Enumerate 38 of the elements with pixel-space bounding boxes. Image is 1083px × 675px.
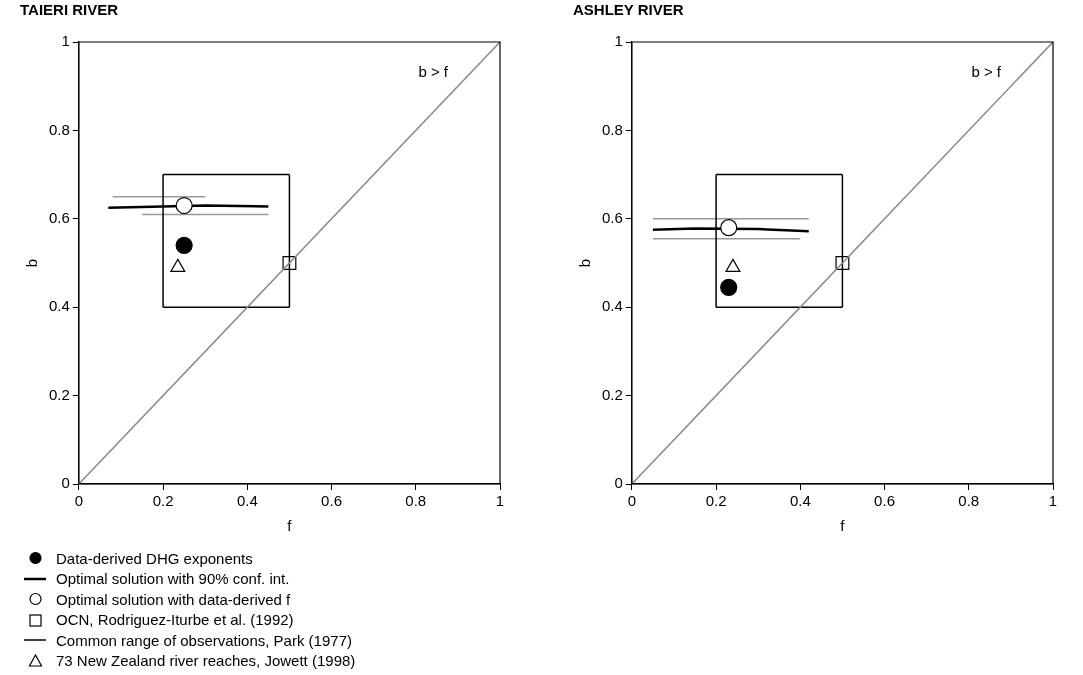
chart-title: ASHLEY RIVER [573,1,684,19]
legend-label: Data-derived DHG exponents [56,549,253,567]
x-tick-label: 1 [1048,492,1058,510]
x-tick-label: 0.4 [789,492,811,510]
x-tick-label: 1 [495,492,505,510]
y-tick-label: 0.2 [48,385,70,403]
x-tick-label: 0.4 [236,492,258,510]
y-tick-label: 1 [61,32,70,50]
y-tick-label: 1 [614,32,623,50]
y-tick-label: 0.4 [601,297,623,315]
chart-title: TAIERI RIVER [20,1,119,19]
y-tick-label: 0.4 [48,297,70,315]
legend-label: 73 New Zealand river reaches, Jowett (1998) [56,652,356,670]
y-tick-label: 0 [614,474,623,492]
x-tick-label: 0.8 [958,492,980,510]
legend-label: Optimal solution with data-derived f [56,590,291,608]
y-tick-label: 0.6 [48,208,70,226]
x-axis-title: f [840,517,846,535]
y-tick-label: 0.2 [601,385,623,403]
annotation: b > f [418,63,449,80]
x-axis-title: f [287,517,293,535]
x-tick-label: 0.2 [705,492,727,510]
y-axis-title: b [23,258,41,268]
x-tick-label: 0 [74,492,84,510]
y-tick-label: 0.6 [601,208,623,226]
x-tick-label: 0 [627,492,637,510]
y-tick-label: 0.8 [48,120,70,138]
x-tick-label: 0.6 [321,492,342,510]
legend-label: Common range of observations, Park (1977) [56,631,352,649]
y-tick-label: 0 [61,474,70,492]
legend-label: Optimal solution with 90% conf. int. [56,570,290,588]
legend-label: OCN, Rodriguez-Iturbe et al. (1992) [56,611,294,629]
x-tick-label: 0.6 [874,492,895,510]
y-axis-title: b [576,258,594,268]
annotation: b > f [971,63,1002,80]
x-tick-label: 0.2 [152,492,174,510]
y-tick-label: 0.8 [601,120,623,138]
x-tick-label: 0.8 [405,492,427,510]
